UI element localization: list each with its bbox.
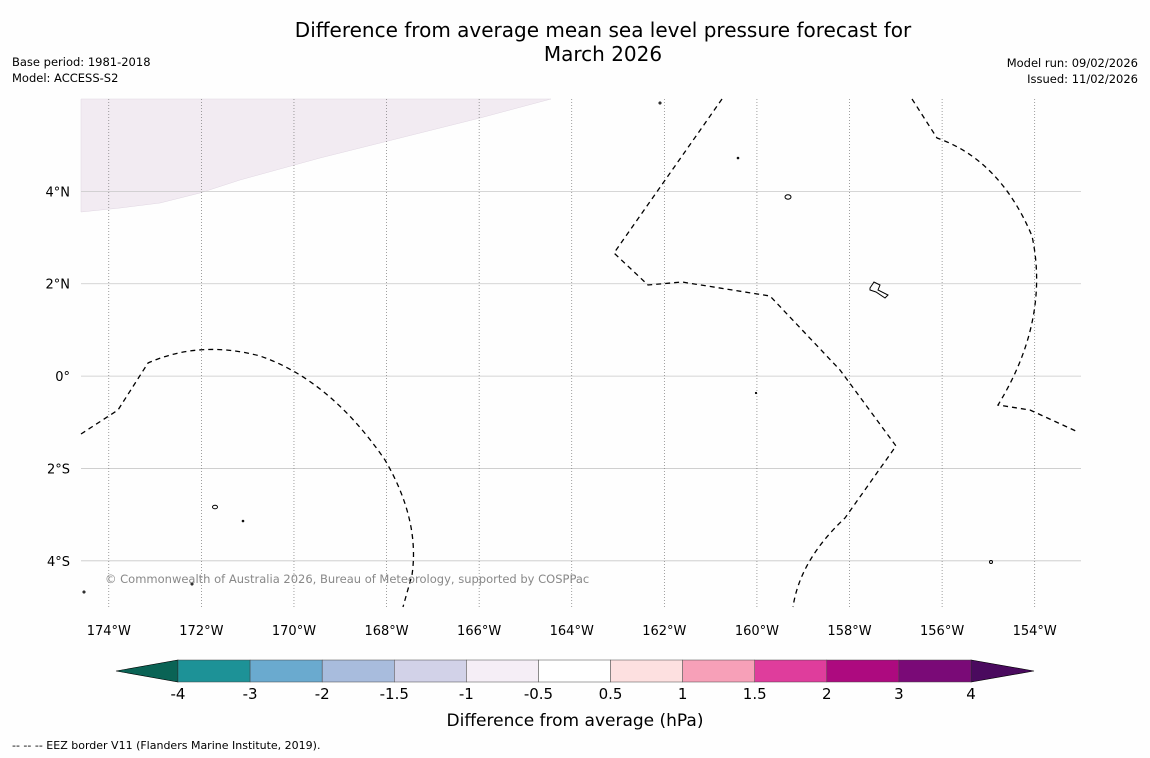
colorbar-extend-low [115,659,179,683]
island [190,582,194,586]
island [784,194,792,200]
island [754,391,758,395]
colorbar-segment [754,659,828,683]
colorbar-segment [321,659,395,683]
longitude-label: 168°W [364,624,408,639]
eez-border-west [80,348,415,608]
eez-border-east [911,98,1079,433]
colorbar-tick-label: 2 [822,685,832,703]
longitude-label: 170°W [272,624,316,639]
colorbar-tick-label: -4 [171,685,186,703]
island [241,519,245,523]
colorbar-tick-label: -0.5 [524,685,553,703]
title-line-1: Difference from average mean sea level p… [294,18,912,42]
island [736,156,740,160]
colorbar-label: Difference from average (hPa) [447,711,704,731]
colorbar-segment [898,659,972,683]
colorbar-segment [466,659,539,683]
colorbar: -4 -3 -2 -1.5 -1 -0.5 0.5 1 1.5 2 3 4 [115,659,1035,703]
longitude-labels: 174°W 172°W 170°W 168°W 166°W 164°W 162°W 160°W… [87,624,1057,639]
island [869,281,889,299]
gridlines [81,99,1081,607]
colorbar-segment [394,659,467,683]
colorbar-tick-label: 4 [966,685,976,703]
island [989,560,993,564]
base-period-label: Base period: 1981-2018 [12,55,151,69]
header-left-info: Base period: 1981-2018 Model: ACCESS-S2 [12,54,151,86]
colorbar-segment [538,659,611,683]
header-right-info: Model run: 09/02/2026 Issued: 11/02/2026 [1007,55,1138,87]
title-line-2: March 2026 [543,42,663,66]
colorbar-tick-label: -3 [243,685,258,703]
colorbar-segment [826,659,900,683]
longitude-label: 162°W [642,624,686,639]
longitude-label: 164°W [550,624,594,639]
model-label: Model: ACCESS-S2 [12,71,119,85]
longitude-label: 154°W [1013,624,1057,639]
colorbar-tick-label: -2 [315,685,330,703]
map-title: Difference from average mean sea level p… [0,18,1150,66]
longitude-label: 158°W [827,624,871,639]
latitude-labels: 4°N 2°N 0° 2°S 4°S [46,185,71,569]
latitude-label: 4°N [46,185,71,200]
latitude-label: 2°N [46,278,71,293]
eez-border-central [613,98,897,608]
colorbar-tick-label: -1 [459,685,474,703]
colorbar-segment [610,659,683,683]
colorbar-tick-label: 0.5 [599,685,623,703]
pressure-anomaly-region [80,98,552,213]
colorbar-tick-label: 1 [678,685,688,703]
longitude-label: 160°W [735,624,779,639]
longitude-label: 174°W [87,624,131,639]
colorbar-segment [682,659,755,683]
longitude-label: 156°W [920,624,964,639]
eez-footnote: -- -- -- EEZ border V11 (Flanders Marine… [12,739,321,752]
colorbar-tick-label: -1.5 [380,685,409,703]
copyright-notice: © Commonwealth of Australia 2026, Bureau… [105,572,589,586]
longitude-label: 166°W [457,624,501,639]
island [658,101,662,105]
colorbar-tick-label: 1.5 [743,685,767,703]
issued-label: Issued: 11/02/2026 [1027,72,1138,86]
colorbar-tick-label: 3 [894,685,904,703]
map-area[interactable]: © Commonwealth of Australia 2026, Bureau… [80,98,1081,608]
island [212,504,218,510]
longitude-label: 172°W [179,624,223,639]
latitude-label: 4°S [47,555,70,570]
latitude-label: 0° [55,370,70,385]
colorbar-segment [177,659,251,683]
colorbar-extend-high [970,659,1035,683]
colorbar-segment [249,659,323,683]
island [82,590,86,594]
model-run-label: Model run: 09/02/2026 [1006,56,1138,70]
latitude-label: 2°S [47,462,70,477]
